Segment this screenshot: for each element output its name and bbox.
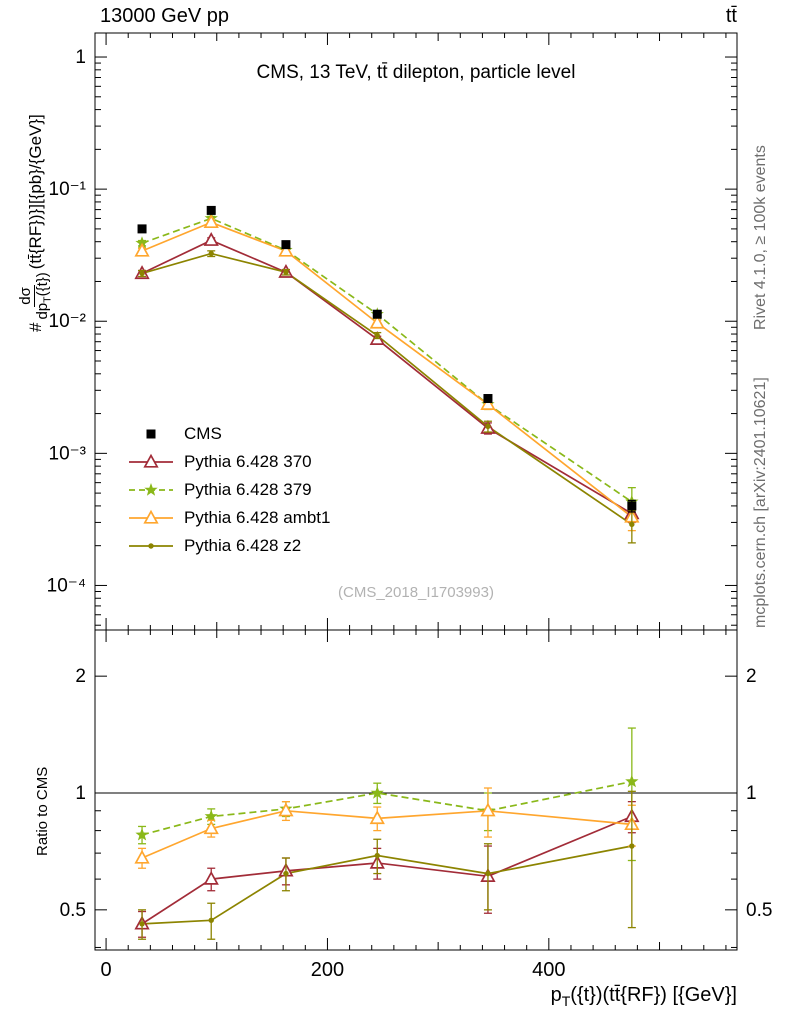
legend-swatch-square bbox=[146, 429, 156, 439]
legend-item: Pythia 6.428 379 bbox=[128, 476, 330, 504]
legend-swatch-dot bbox=[129, 543, 173, 549]
panel-title: CMS, 13 TeV, tt̄ dilepton, particle leve… bbox=[256, 62, 576, 83]
svg-text:0.5: 0.5 bbox=[60, 900, 86, 921]
ylabel-prefix: # bbox=[25, 322, 45, 332]
legend: CMS Pythia 6.428 370 Pythia 6.428 379 Pythi… bbox=[128, 420, 330, 560]
main-y-axis-label: # dσ dpT({t}) (tt̄{RF})}][{pb}/{GeV}] bbox=[17, 114, 54, 332]
ylabel-suffix: (tt̄{RF})}][{pb}/{GeV}] bbox=[25, 114, 45, 270]
svg-text:1: 1 bbox=[75, 783, 86, 804]
legend-label: CMS bbox=[184, 424, 222, 443]
header-process: tt̄ bbox=[725, 5, 737, 27]
svg-text:1: 1 bbox=[75, 47, 86, 68]
legend-label: Pythia 6.428 370 bbox=[184, 452, 312, 471]
legend-swatch-triangle bbox=[129, 453, 173, 468]
analysis-watermark: (CMS_2018_I1703993) bbox=[338, 584, 494, 601]
header-beam-energy: 13000 GeV pp bbox=[100, 5, 229, 27]
legend-label: Pythia 6.428 379 bbox=[184, 480, 312, 499]
svg-text:1: 1 bbox=[746, 783, 757, 804]
mcplots-arxiv-note: mcplots.cern.ch [arXiv:2401.10621] bbox=[752, 377, 769, 628]
legend-item: Pythia 6.428 370 bbox=[128, 448, 330, 476]
ylabel-numerator: dσ bbox=[17, 285, 35, 307]
svg-text:10⁻³: 10⁻³ bbox=[49, 443, 87, 464]
legend-label: Pythia 6.428 ambt1 bbox=[184, 508, 331, 527]
svg-text:10⁻¹: 10⁻¹ bbox=[49, 179, 87, 200]
svg-text:2: 2 bbox=[746, 666, 757, 687]
legend-label: Pythia 6.428 z2 bbox=[184, 536, 302, 555]
svg-text:0: 0 bbox=[101, 959, 112, 981]
svg-text:200: 200 bbox=[311, 959, 344, 981]
svg-text:0.5: 0.5 bbox=[746, 900, 772, 921]
svg-text:400: 400 bbox=[532, 959, 565, 981]
legend-swatch-star bbox=[129, 483, 173, 496]
svg-text:10⁻⁴: 10⁻⁴ bbox=[47, 575, 86, 596]
x-axis-label: pT({t})(tt̄{RF}) [{GeV}] bbox=[550, 984, 737, 1009]
legend-item: Pythia 6.428 z2 bbox=[128, 532, 330, 560]
svg-text:10⁻²: 10⁻² bbox=[49, 311, 87, 332]
svg-text:2: 2 bbox=[75, 666, 86, 687]
legend-item: CMS bbox=[128, 420, 330, 448]
legend-swatch-triangle bbox=[129, 509, 173, 524]
rivet-version-note: Rivet 4.1.0, ≥ 100k events bbox=[752, 145, 769, 330]
legend-item: Pythia 6.428 ambt1 bbox=[128, 504, 330, 532]
ylabel-denominator: dpT({t}) bbox=[33, 272, 54, 320]
ratio-y-axis-label: Ratio to CMS bbox=[34, 766, 51, 856]
ylabel-fraction: dσ dpT({t}) bbox=[17, 272, 54, 320]
